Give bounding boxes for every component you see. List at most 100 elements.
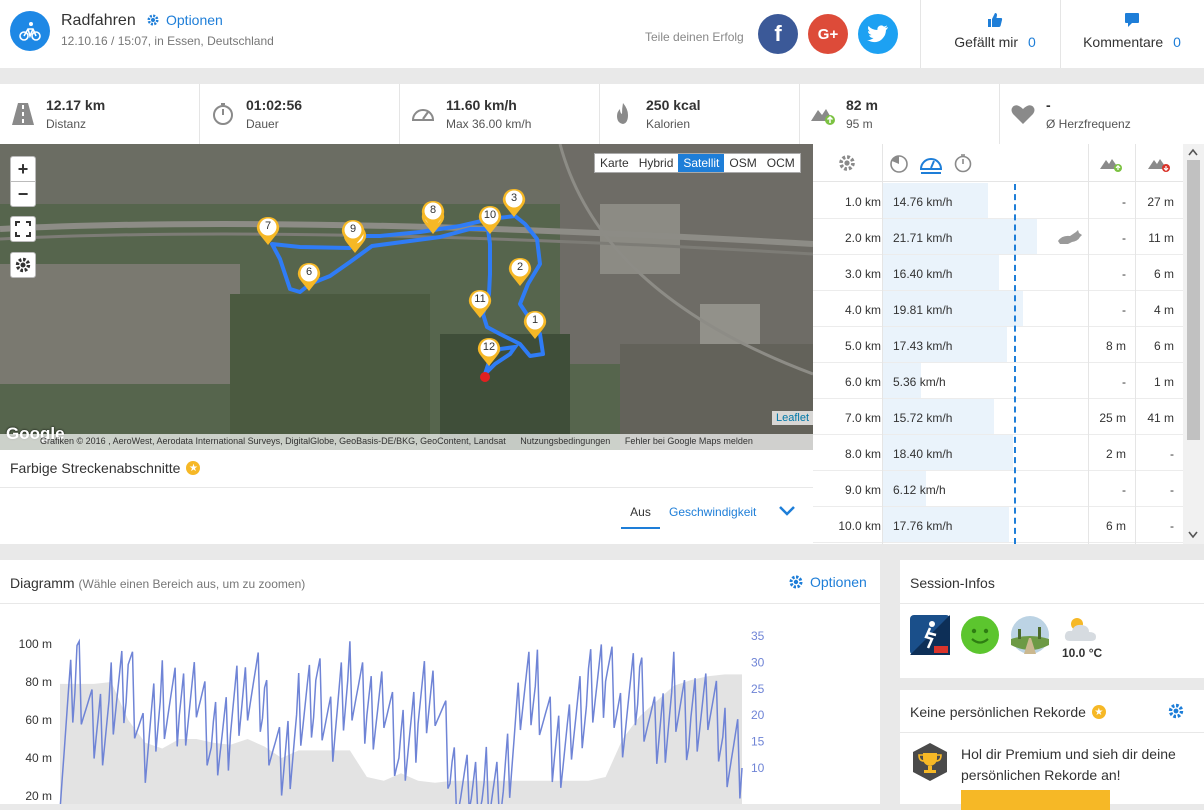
terms-link[interactable]: Nutzungsbedingungen	[520, 436, 611, 446]
splits-scrollbar[interactable]	[1183, 144, 1204, 544]
route-marker[interactable]: 8	[421, 200, 445, 230]
map-type-satellit[interactable]: Satellit	[678, 154, 725, 172]
split-row[interactable]: 9.0 km 6.12 km/h - -	[813, 471, 1183, 507]
stat-calories: 250 kcal Kalorien	[600, 84, 800, 144]
twitter-icon	[867, 25, 888, 43]
segments-dropdown-button[interactable]	[778, 503, 796, 522]
route-marker[interactable]: 11	[468, 289, 492, 319]
y2-axis-tick-label: 25	[751, 682, 765, 696]
divider	[900, 603, 1204, 604]
route-marker[interactable]: 1	[523, 310, 547, 340]
facebook-share-button[interactable]: f	[758, 14, 798, 54]
split-speed: 17.43 km/h	[893, 339, 953, 353]
route-marker-label: 12	[482, 341, 496, 353]
leaflet-link[interactable]: Leaflet	[771, 411, 813, 425]
pace-chart-icon[interactable]	[889, 153, 909, 173]
split-row[interactable]: 6.0 km 5.36 km/h - 1 m	[813, 363, 1183, 399]
chevron-down-icon	[779, 506, 795, 516]
split-speed: 15.72 km/h	[893, 411, 953, 425]
split-speed-bar	[883, 507, 1009, 542]
activity-header: Radfahren Optionen 12.10.16 / 15:07, in …	[0, 0, 1204, 68]
split-row[interactable]: 1.0 km 14.76 km/h - 27 m	[813, 183, 1183, 219]
split-row[interactable]: 8.0 km 18.40 km/h 2 m -	[813, 435, 1183, 471]
trail-surface-icon	[1011, 616, 1049, 654]
map-settings-button[interactable]	[10, 252, 36, 278]
happy-mood-icon	[961, 616, 999, 654]
split-km: 6.0 km	[844, 375, 881, 389]
stat-label: Ø Herzfrequenz	[1046, 117, 1131, 131]
scroll-thumb[interactable]	[1187, 160, 1200, 440]
gear-icon[interactable]	[837, 153, 857, 173]
route-marker[interactable]: 9	[341, 219, 365, 249]
split-km: 10.0 km	[838, 519, 881, 533]
column-divider	[1135, 144, 1136, 544]
options-link[interactable]: Optionen	[146, 12, 223, 28]
route-marker[interactable]: 3	[502, 188, 526, 218]
thumbs-up-icon	[988, 13, 1003, 27]
route-marker-label: 11	[474, 293, 486, 305]
split-elevation-up: 25 m	[1099, 411, 1126, 425]
split-km: 9.0 km	[844, 483, 881, 497]
comment-button[interactable]: Kommentare 0	[1082, 12, 1182, 50]
split-row[interactable]: 7.0 km 15.72 km/h 25 m 41 m	[813, 399, 1183, 435]
split-row[interactable]: 3.0 km 16.40 km/h - 6 m	[813, 255, 1183, 291]
split-speed-bar	[883, 399, 994, 434]
map-attribution: Grafiken © 2016 , AeroWest, Aerodata Int…	[0, 434, 813, 450]
segments-off-tab[interactable]: Aus	[621, 503, 660, 529]
route-map[interactable]: 123456789101112 + − KarteHybridSatellitO…	[0, 144, 813, 450]
temperature: 10.0 °C	[1062, 646, 1103, 660]
share-label: Teile deinen Erfolg	[645, 30, 744, 44]
diagram-title-text: Diagramm	[10, 575, 75, 591]
flame-icon	[617, 103, 628, 124]
split-speed-bar	[883, 363, 921, 398]
segments-speed-tab[interactable]: Geschwindigkeit	[669, 505, 757, 519]
map-type-osm[interactable]: OSM	[729, 156, 757, 170]
map-type-hybrid[interactable]: Hybrid	[638, 156, 674, 170]
gear-icon	[147, 14, 159, 26]
route-marker[interactable]: 12	[477, 337, 501, 367]
split-row[interactable]: 2.0 km 21.71 km/h - 11 m	[813, 219, 1183, 255]
zoom-out-button[interactable]: −	[10, 181, 36, 207]
google-plus-share-button[interactable]: G+	[808, 14, 848, 54]
scroll-up-icon[interactable]	[1188, 148, 1198, 156]
map-type-ocm[interactable]: OCM	[766, 156, 795, 170]
route-marker[interactable]: 7	[256, 216, 280, 246]
speedometer-icon[interactable]	[919, 152, 943, 174]
report-error-link[interactable]: Fehler bei Google Maps melden	[624, 436, 753, 446]
split-km: 8.0 km	[844, 447, 881, 461]
split-speed-bar	[883, 435, 1013, 470]
split-speed: 5.36 km/h	[893, 375, 946, 389]
split-elevation-down: 6 m	[1153, 339, 1174, 353]
route-marker[interactable]: 2	[508, 257, 532, 287]
stat-value: 12.17 km	[46, 97, 106, 113]
route-marker[interactable]: 6	[297, 262, 321, 292]
diagram-options-link[interactable]: Optionen	[788, 574, 867, 590]
gear-icon[interactable]	[1167, 702, 1185, 720]
route-marker-label: 10	[483, 209, 497, 221]
like-button[interactable]: Gefällt mir 0	[950, 12, 1040, 50]
stat-speed: 11.60 km/h Max 36.00 km/h	[400, 84, 600, 144]
likes-label: Gefällt mir	[954, 34, 1019, 50]
y-axis-tick-label: 60 m	[25, 713, 52, 727]
y-axis-tick-label: 40 m	[25, 751, 52, 765]
split-row[interactable]: 4.0 km 19.81 km/h - 4 m	[813, 291, 1183, 327]
split-elevation-down: -	[1170, 447, 1174, 461]
split-elevation-down: -	[1170, 483, 1174, 497]
split-row[interactable]: 5.0 km 17.43 km/h 8 m 6 m	[813, 327, 1183, 363]
stopwatch-icon[interactable]	[953, 153, 973, 173]
split-speed-bar	[883, 327, 1007, 362]
twitter-share-button[interactable]	[858, 14, 898, 54]
likes-count: 0	[1027, 34, 1036, 50]
scroll-down-icon[interactable]	[1188, 531, 1198, 539]
split-row[interactable]: 10.0 km 17.76 km/h 6 m -	[813, 507, 1183, 543]
get-premium-button[interactable]	[961, 790, 1110, 810]
route-marker[interactable]: 10	[478, 205, 502, 235]
fullscreen-button[interactable]	[10, 216, 36, 242]
split-speed: 16.40 km/h	[893, 267, 953, 281]
stat-value: 250 kcal	[646, 97, 701, 113]
stat-duration: 01:02:56 Dauer	[200, 84, 400, 144]
split-speed-bar	[883, 291, 1023, 326]
map-type-karte[interactable]: Karte	[600, 156, 629, 170]
diagram-chart[interactable]: 100 m 80 m 60 m 40 m 20 m 35 30 25 20 15 10	[0, 604, 880, 804]
zoom-in-button[interactable]: +	[10, 156, 36, 182]
